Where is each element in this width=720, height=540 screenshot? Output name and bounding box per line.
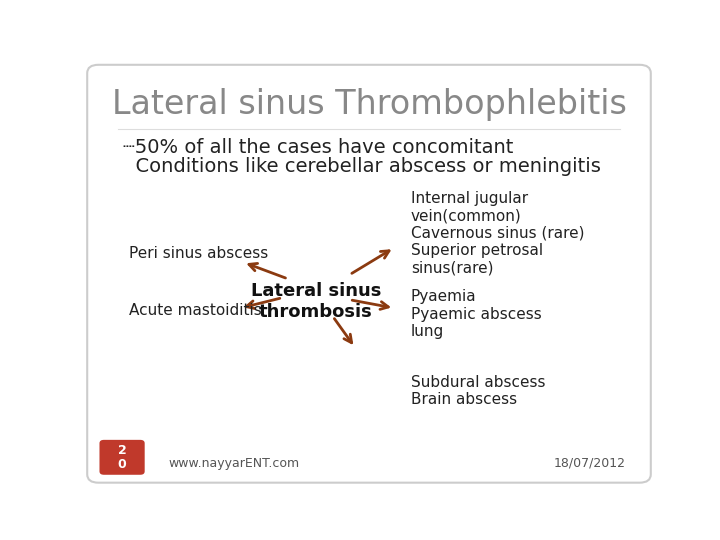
FancyBboxPatch shape [87,65,651,483]
FancyBboxPatch shape [99,440,145,475]
Text: ┈50% of all the cases have concomitant: ┈50% of all the cases have concomitant [124,138,514,158]
Text: Conditions like cerebellar abscess or meningitis: Conditions like cerebellar abscess or me… [124,157,601,176]
Text: Subdural abscess
Brain abscess: Subdural abscess Brain abscess [411,375,545,407]
Text: 2
0: 2 0 [117,444,127,471]
Text: Lateral sinus Thrombophlebitis: Lateral sinus Thrombophlebitis [112,88,626,121]
Text: Pyaemia
Pyaemic abscess
lung: Pyaemia Pyaemic abscess lung [411,289,541,339]
Text: Acute mastoiditis: Acute mastoiditis [129,302,262,318]
Text: Internal jugular
vein(common)
Cavernous sinus (rare)
Superior petrosal
sinus(rar: Internal jugular vein(common) Cavernous … [411,191,585,275]
Text: 18/07/2012: 18/07/2012 [554,457,626,470]
Text: www.nayyarENT.com: www.nayyarENT.com [168,457,300,470]
Text: Peri sinus abscess: Peri sinus abscess [129,246,269,261]
Text: Lateral sinus
thrombosis: Lateral sinus thrombosis [251,282,381,321]
